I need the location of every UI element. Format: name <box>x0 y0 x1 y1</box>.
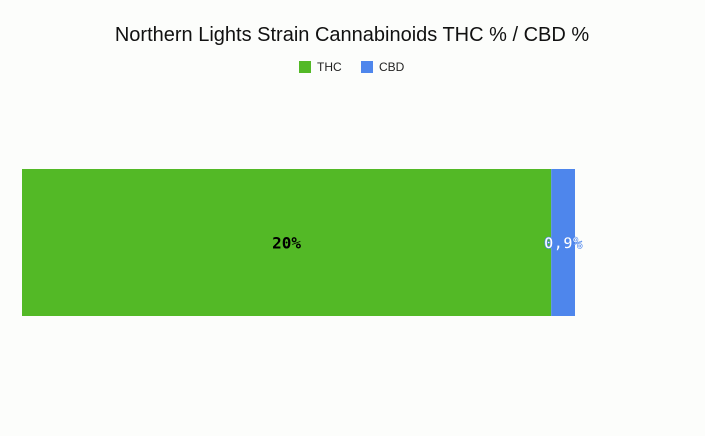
legend-label-cbd: CBD <box>379 60 405 74</box>
data-label-thc: 20% <box>272 234 301 253</box>
legend: THC CBD <box>299 60 405 74</box>
bar-cbd[interactable] <box>551 169 575 316</box>
legend-swatch-thc <box>299 61 311 73</box>
bars <box>22 169 575 316</box>
chart-title: Northern Lights Strain Cannabinoids THC … <box>115 24 590 46</box>
legend-swatch-cbd <box>361 61 373 73</box>
data-label-cbd: 0,9% <box>544 234 583 253</box>
data-labels: 20% 0,9% <box>272 233 583 253</box>
legend-label-thc: THC <box>317 60 342 74</box>
bar-thc[interactable] <box>22 169 552 316</box>
